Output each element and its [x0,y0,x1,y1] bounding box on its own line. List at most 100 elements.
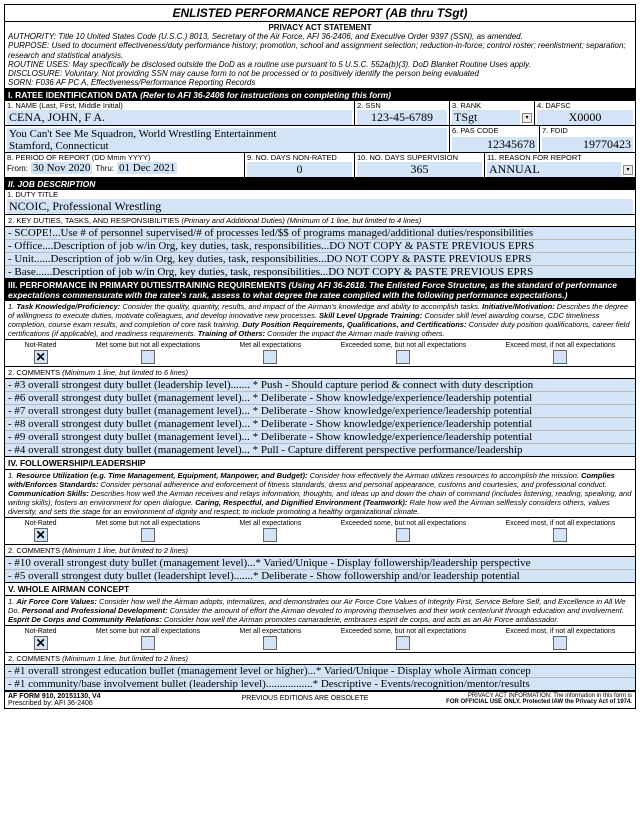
bullet-line[interactable]: - Base......Description of job w/in Org,… [5,266,635,279]
bullet-line[interactable]: - #7 overall strongest duty bullet (mana… [5,405,635,418]
period-from-field[interactable]: 30 Nov 2020 [31,162,92,174]
ssn-label: 2. SSN [357,101,447,110]
rating-label: Exceed most, if not all expectations [506,628,616,635]
rating-label: Exceed most, if not all expectations [506,342,616,349]
name-field[interactable]: CENA, JOHN, F A. [7,110,352,125]
bullet-line[interactable]: - Unit......Description of job w/in Org,… [5,253,635,266]
rating-label: Not-Rated [25,628,57,635]
row-name-ssn-rank: 1. NAME (Last, First, Middle Initial) CE… [5,101,635,126]
rating-checkbox[interactable] [263,636,277,650]
privacy-heading: PRIVACY ACT STATEMENT [8,23,632,32]
section-1-header: I. RATEE IDENTIFICATION DATA (Refer to A… [5,89,635,101]
rating-label: Exceeded some, but not all expectations [341,520,467,527]
duty-title-field[interactable]: NCOIC, Professional Wrestling [7,199,633,214]
rating-label: Exceed most, if not all expectations [506,520,616,527]
rating-checkbox[interactable] [263,350,277,364]
ssn-field[interactable]: 123-45-6789 [357,110,447,125]
key-duties-label: 2. KEY DUTIES, TASKS, AND RESPONSIBILITI… [5,215,635,227]
duty-title-label: 1. DUTY TITLE [7,190,633,199]
rating-label: Exceeded some, but not all expectations [341,628,467,635]
rating-checkbox[interactable]: ✕ [34,528,48,542]
pas-field[interactable]: 12345678 [452,137,537,152]
rating-label: Not-Rated [25,520,57,527]
rating-checkbox[interactable] [396,350,410,364]
section-4-instr: 1. Resource Utilization (e.g. Time Manag… [5,470,635,518]
footer-obsolete: PREVIOUS EDITIONS ARE OBSOLETE [188,693,422,707]
bullet-line[interactable]: - #3 overall strongest duty bullet (lead… [5,379,635,392]
supervision-field[interactable]: 365 [357,162,482,177]
rating-checkbox[interactable] [141,636,155,650]
footer-privacy2: FOR OFFICIAL USE ONLY. Protected IAW the… [446,699,632,705]
rating-item: Met some but not all expectations [96,628,200,650]
epr-form: ENLISTED PERFORMANCE REPORT (AB thru TSg… [4,4,636,709]
reason-label: 11. REASON FOR REPORT [487,153,633,162]
rating-checkbox[interactable] [396,528,410,542]
fdid-field[interactable]: 19770423 [542,137,633,152]
privacy-sorn: SORN: F036 AF PC A, Effectiveness/Perfor… [8,78,632,87]
bullet-line[interactable]: - #1 community/base involvement bullet (… [5,678,635,691]
bullet-line[interactable]: - #8 overall strongest duty bullet (mana… [5,418,635,431]
rating-label: Met some but not all expectations [96,628,200,635]
rating-label: Met some but not all expectations [96,342,200,349]
rating-label: Met all expectations [239,342,301,349]
rating-item: Not-Rated✕ [25,628,57,650]
rating-item: Exceeded some, but not all expectations [341,628,467,650]
bullet-line[interactable]: - #1 overall strongest education bullet … [5,665,635,678]
rating-item: Met all expectations [239,520,301,542]
s4-comments-label: 2. COMMENTS (Minimum 1 line, but limited… [5,545,635,557]
dafsc-field[interactable]: X0000 [537,110,633,125]
rating-item: Exceeded some, but not all expectations [341,520,467,542]
s3-comments-label: 2. COMMENTS (Minimum 1 line, but limited… [5,367,635,379]
bullet-line[interactable]: - #9 overall strongest duty bullet (mana… [5,431,635,444]
nonrated-field[interactable]: 0 [247,162,352,177]
rank-label: 3. RANK [452,101,532,110]
org-line2[interactable]: Stamford, Connecticut [7,140,447,152]
name-label: 1. NAME (Last, First, Middle Initial) [7,101,352,110]
privacy-routine: ROUTINE USES: May specifically be disclo… [8,60,632,69]
rating-item: Met all expectations [239,628,301,650]
rank-field[interactable]: TSgt [452,110,520,125]
rating-checkbox[interactable] [141,350,155,364]
rating-checkbox[interactable] [553,636,567,650]
bullet-line[interactable]: - Office....Description of job w/in Org,… [5,240,635,253]
rating-item: Exceed most, if not all expectations [506,342,616,364]
fdid-label: 7. FDID [542,126,633,135]
rating-checkbox[interactable] [263,528,277,542]
row-period: 8. PERIOD OF REPORT (DD Mmm YYYY) From: … [5,153,635,178]
rating-checkbox[interactable] [553,350,567,364]
period-thru-field[interactable]: 01 Dec 2021 [117,162,177,174]
rating-item: Not-Rated✕ [25,520,57,542]
footer-form-id: AF FORM 910, 20151130, V4 [8,693,101,700]
row-org-pas-fdid: 5. ORGANIZATION, COMMAND, AND LOCATION Y… [5,126,635,153]
section-5-header: V. WHOLE AIRMAN CONCEPT [5,583,635,596]
bullet-line[interactable]: - #5 overall strongest duty bullet (lead… [5,570,635,583]
reason-field[interactable]: ANNUAL [487,162,621,177]
bullet-line[interactable]: - #4 overall strongest duty bullet (mana… [5,444,635,457]
nonrated-label: 9. NO. DAYS NON-RATED [247,153,352,162]
supervision-label: 10. NO. DAYS SUPERVISION [357,153,482,162]
org-line1[interactable]: You Can't See Me Squadron, World Wrestli… [7,128,447,140]
rating-label: Met all expectations [239,628,301,635]
bullet-line[interactable]: - SCOPE!...Use # of personnel supervised… [5,227,635,240]
rank-dropdown-icon[interactable]: ▾ [522,113,532,123]
rating-item: Exceed most, if not all expectations [506,520,616,542]
section-5-ratings: Not-Rated✕ Met some but not all expectati… [5,626,635,653]
rating-checkbox[interactable]: ✕ [34,350,48,364]
rating-checkbox[interactable] [396,636,410,650]
rating-checkbox[interactable] [553,528,567,542]
form-footer: AF FORM 910, 20151130, V4 Prescribed by:… [5,691,635,708]
privacy-purpose: PURPOSE: Used to document effectiveness/… [8,41,632,59]
footer-prescribed: Prescribed by: AFI 36-2406 [8,700,93,707]
section-4-header: IV. FOLLOWERSHIP/LEADERSHIP [5,457,635,470]
section-2-header: II. JOB DESCRIPTION [5,178,635,190]
rating-item: Met some but not all expectations [96,520,200,542]
rating-checkbox[interactable] [141,528,155,542]
bullet-line[interactable]: - #6 overall strongest duty bullet (mana… [5,392,635,405]
rating-label: Not-Rated [25,342,57,349]
bullet-line[interactable]: - #10 overall strongest duty bullet (man… [5,557,635,570]
section-3-ratings: Not-Rated✕ Met some but not all expectati… [5,340,635,367]
reason-dropdown-icon[interactable]: ▾ [623,165,633,175]
pas-label: 6. PAS CODE [452,126,537,135]
rating-item: Met some but not all expectations [96,342,200,364]
rating-checkbox[interactable]: ✕ [34,636,48,650]
